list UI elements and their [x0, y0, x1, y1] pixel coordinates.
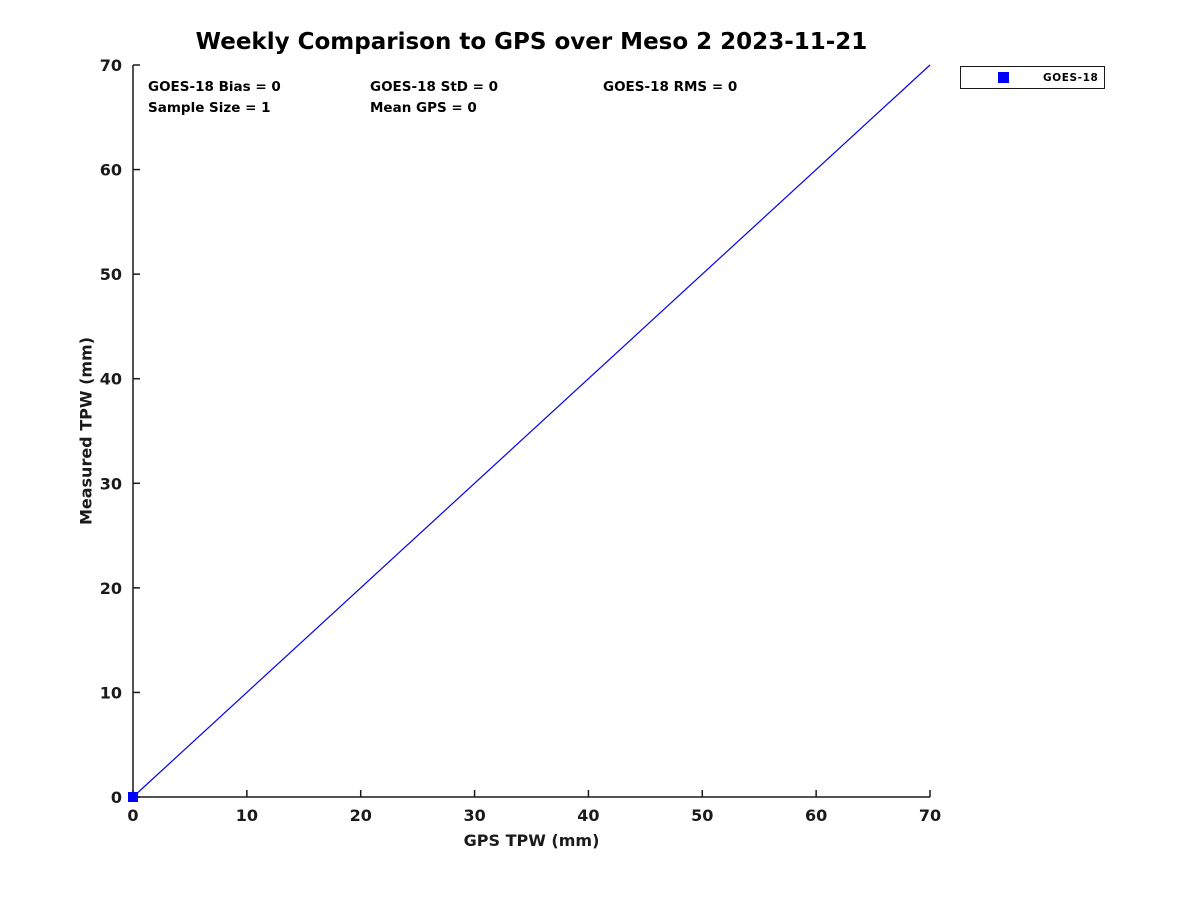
y-tick-label: 30 [100, 474, 122, 493]
annotation-std: GOES-18 StD = 0 [370, 79, 499, 95]
annotation-sample-size: Sample Size = 1 [148, 100, 271, 116]
y-tick-label: 70 [100, 56, 122, 75]
y-tick-label: 60 [100, 161, 122, 180]
y-tick-label: 50 [100, 265, 122, 284]
y-axis-label: Measured TPW (mm) [76, 336, 96, 526]
data-point-goes-18 [128, 792, 138, 802]
y-tick-label: 10 [100, 683, 122, 702]
chart-title: Weekly Comparison to GPS over Meso 2 202… [195, 29, 868, 55]
x-tick-label: 20 [350, 806, 372, 825]
legend-label-goes18: GOES-18 [1043, 71, 1099, 84]
x-tick-label: 30 [463, 806, 485, 825]
identity-line [132, 64, 931, 798]
annotation-bias: GOES-18 Bias = 0 [148, 79, 281, 95]
annotation-rms: GOES-18 RMS = 0 [603, 79, 738, 95]
annotation-mean-gps: Mean GPS = 0 [370, 100, 477, 116]
y-tick-label: 0 [111, 788, 122, 807]
legend-marker-goes18-icon [998, 72, 1009, 83]
x-axis-label: GPS TPW (mm) [463, 831, 600, 850]
x-tick-label: 10 [236, 806, 258, 825]
x-tick-label: 60 [805, 806, 827, 825]
x-tick-label: 70 [919, 806, 941, 825]
x-tick-label: 40 [577, 806, 599, 825]
y-tick-label: 20 [100, 579, 122, 598]
x-tick-label: 50 [691, 806, 713, 825]
legend: GOES-18 [960, 66, 1105, 89]
y-tick-label: 40 [100, 370, 122, 389]
x-tick-label: 0 [127, 806, 138, 825]
